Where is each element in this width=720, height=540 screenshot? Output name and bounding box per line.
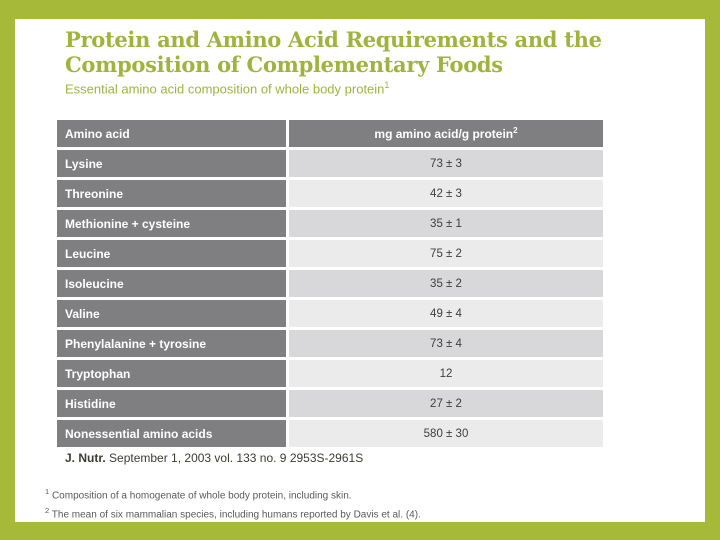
amino-acid-value: 35 ± 1	[289, 210, 603, 237]
table-row: Tryptophan 12	[57, 360, 603, 387]
amino-acid-name: Nonessential amino acids	[57, 420, 286, 447]
title-block: Protein and Amino Acid Requirements and …	[65, 27, 625, 96]
amino-acid-value: 35 ± 2	[289, 270, 603, 297]
slide-title: Protein and Amino Acid Requirements and …	[65, 27, 625, 77]
footnote-1-text: Composition of a homogenate of whole bod…	[49, 490, 352, 502]
amino-acid-value: 49 ± 4	[289, 300, 603, 327]
amino-acid-value: 12	[289, 360, 603, 387]
citation-journal: J. Nutr.	[65, 451, 106, 465]
footnote-1-marker: 1	[45, 487, 50, 496]
amino-acid-name: Phenylalanine + tyrosine	[57, 330, 286, 357]
amino-acid-name: Lysine	[57, 150, 286, 177]
table-row: Nonessential amino acids 580 ± 30	[57, 420, 603, 447]
amino-acid-name: Tryptophan	[57, 360, 286, 387]
subtitle-footnote-marker: 1	[384, 80, 390, 90]
amino-acid-table: Amino acid mg amino acid/g protein2 Lysi…	[54, 117, 606, 450]
slide-title-line1: Protein and Amino Acid Requirements and …	[65, 27, 602, 52]
table-row: Methionine + cysteine 35 ± 1	[57, 210, 603, 237]
slide-title-line2: Composition of Complementary Foods	[65, 52, 503, 77]
slide-subtitle-text: Essential amino acid composition of whol…	[65, 81, 385, 97]
column-header-value-text: mg amino acid/g protein	[374, 127, 514, 141]
amino-acid-name: Methionine + cysteine	[57, 210, 286, 237]
amino-acid-value: 75 ± 2	[289, 240, 603, 267]
table-row: Phenylalanine + tyrosine 73 ± 4	[57, 330, 603, 357]
amino-acid-value: 580 ± 30	[289, 420, 603, 447]
slide-content-panel: Protein and Amino Acid Requirements and …	[15, 19, 705, 522]
amino-acid-value: 73 ± 3	[289, 150, 603, 177]
amino-acid-name: Valine	[57, 300, 286, 327]
table-row: Histidine 27 ± 2	[57, 390, 603, 417]
amino-acid-value: 73 ± 4	[289, 330, 603, 357]
amino-acid-name: Threonine	[57, 180, 286, 207]
footnote-2-marker: 2	[45, 505, 50, 515]
footnote-2: 2 The mean of six mammalian species, inc…	[45, 504, 421, 523]
footnote-2-text: The mean of six mammalian species, inclu…	[49, 509, 421, 521]
table-header-row: Amino acid mg amino acid/g protein2	[57, 120, 603, 147]
citation: J. Nutr. September 1, 2003 vol. 133 no. …	[65, 450, 363, 466]
amino-acid-name: Isoleucine	[57, 270, 286, 297]
table-row: Leucine 75 ± 2	[57, 240, 603, 267]
citation-details: September 1, 2003 vol. 133 no. 9 2953S-2…	[105, 451, 364, 465]
table-row: Threonine 42 ± 3	[57, 180, 603, 207]
column-header-value: mg amino acid/g protein2	[289, 120, 603, 147]
table-row: Lysine 73 ± 3	[57, 150, 603, 177]
amino-acid-value: 27 ± 2	[289, 390, 603, 417]
amino-acid-name: Leucine	[57, 240, 286, 267]
table-row: Valine 49 ± 4	[57, 300, 603, 327]
footnotes: 1 Composition of a homogenate of whole b…	[45, 485, 421, 523]
column-header-amino-acid: Amino acid	[57, 120, 286, 147]
table-row: Isoleucine 35 ± 2	[57, 270, 603, 297]
slide-subtitle: Essential amino acid composition of whol…	[65, 80, 625, 96]
amino-acid-value: 42 ± 3	[289, 180, 603, 207]
amino-acid-name: Histidine	[57, 390, 286, 417]
column-header-footnote-marker: 2	[513, 126, 518, 135]
footnote-1: 1 Composition of a homogenate of whole b…	[45, 485, 421, 504]
